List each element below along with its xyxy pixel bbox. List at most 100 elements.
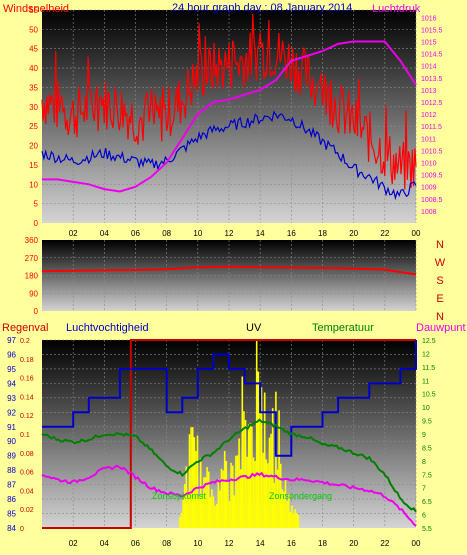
- sunrise-annotation: Zonsopkomst: [152, 491, 207, 501]
- uv-label: UV: [246, 322, 262, 334]
- wind-direction-ticks: 0 90 180 270 360: [25, 236, 39, 316]
- uv-bar: [191, 427, 194, 528]
- y-tick-label: 360: [25, 236, 39, 245]
- uv-bar: [219, 490, 221, 528]
- temperature-tick-label: 9: [422, 432, 426, 439]
- uv-bar: [233, 495, 236, 528]
- temperature-tick-label: 8.5: [422, 445, 432, 452]
- y-tick-label-right: 1010.5: [421, 148, 443, 155]
- uv-bar: [257, 371, 260, 528]
- rain-tick-label: 0.18: [20, 357, 34, 364]
- y-tick-label-left: 5: [34, 200, 39, 209]
- compass-label: N: [436, 239, 444, 251]
- uv-bar: [211, 489, 213, 528]
- temperature-line: [41, 418, 417, 513]
- uv-bar: [198, 496, 200, 528]
- rain-tick-label: 0.12: [20, 413, 34, 420]
- humidity-line: [42, 340, 417, 457]
- uv-bar: [231, 465, 234, 528]
- sunset-annotation: Zonsondergang: [269, 491, 332, 501]
- humidity-tick-label: 84: [7, 524, 16, 533]
- dewpoint-line: [41, 464, 417, 527]
- y-tick-label-left: 55: [29, 6, 38, 15]
- y-tick-label: 180: [25, 272, 39, 281]
- uv-bar: [235, 455, 237, 528]
- gust-line: [41, 13, 417, 190]
- uv-bar: [251, 426, 253, 528]
- y-tick-label-left: 20: [29, 142, 38, 151]
- uv-bar: [185, 466, 188, 528]
- y-tick-label-right: 1009.5: [421, 173, 443, 180]
- uv-bar: [246, 456, 248, 528]
- uv-bar: [203, 477, 205, 528]
- compass-label: S: [436, 275, 443, 287]
- x-tick-label: 14: [256, 229, 265, 238]
- y-tick-label: 90: [29, 289, 38, 298]
- wind-direction-series: [41, 265, 417, 276]
- uv-bar: [295, 513, 298, 528]
- x-tick-label: 08: [162, 229, 171, 238]
- humidity-tick-label: 85: [7, 510, 16, 519]
- x-tick-label: 06: [131, 539, 140, 548]
- uv-bar: [190, 427, 192, 528]
- uv-bar: [214, 506, 216, 528]
- y-tick-label-right: 1009: [421, 185, 437, 192]
- x-tick-label: 02: [69, 539, 78, 548]
- uv-bar: [270, 433, 272, 528]
- temperature-tick-label: 6.5: [422, 499, 432, 506]
- chart-title: 24 hour graph day : 08 January 2014: [172, 2, 352, 14]
- uv-bar: [275, 391, 277, 528]
- humidity-tick-label: 94: [7, 379, 16, 388]
- uv-bar: [265, 459, 268, 528]
- uv-bar: [206, 467, 208, 528]
- humidity-tick-label: 96: [7, 350, 16, 359]
- uv-bar: [209, 497, 212, 528]
- rain-tick-label: 0.1: [20, 432, 30, 439]
- dewpoint-label: Dauwpunt: [416, 322, 466, 334]
- temperature-tick-label: 7.5: [422, 472, 432, 479]
- uv-bar: [297, 514, 300, 528]
- uv-bar: [286, 500, 288, 528]
- humidity-tick-label: 88: [7, 466, 16, 475]
- x-tick-label: 22: [380, 229, 389, 238]
- uv-bar: [201, 496, 204, 528]
- x-tick-label: 18: [318, 539, 327, 548]
- x-tick-label: 20: [349, 229, 358, 238]
- humidity-tick-label: 97: [7, 336, 16, 345]
- uv-bar: [247, 424, 250, 528]
- temperature-tick-label: 5.5: [422, 526, 432, 533]
- temperature-tick-label: 12: [422, 351, 430, 358]
- climate-grid: [42, 339, 417, 528]
- humidity-tick-label: 89: [7, 452, 16, 461]
- uv-bar: [287, 494, 290, 528]
- uv-bar: [262, 452, 264, 528]
- uv-bar: [267, 463, 269, 528]
- pressure-line: [42, 40, 417, 193]
- uv-bar: [260, 387, 263, 528]
- uv-bar: [193, 437, 196, 528]
- temperature-tick-label: 6: [422, 513, 426, 520]
- uv-bar: [241, 376, 244, 528]
- humidity-tick-label: 90: [7, 437, 16, 446]
- wind-direction-plot-area: [42, 240, 416, 311]
- y-tick-label-left: 30: [29, 103, 38, 112]
- x-tick-label: 06: [131, 229, 140, 238]
- uv-bar: [180, 513, 183, 528]
- rain-tick-label: 0: [20, 526, 24, 533]
- x-tick-label: 08: [162, 539, 171, 548]
- wind-pressure-series: [41, 13, 417, 201]
- humidity-tick-label: 93: [7, 394, 16, 403]
- x-tick-label: 22: [380, 539, 389, 548]
- uv-bar: [204, 477, 207, 528]
- uv-bar: [199, 458, 202, 528]
- uv-bar: [284, 480, 287, 528]
- humidity-tick-label: 91: [7, 423, 16, 432]
- x-tick-label: 18: [318, 229, 327, 238]
- uv-bar: [220, 468, 223, 528]
- y-tick-label-right: 1015: [421, 39, 437, 46]
- uv-bar: [215, 504, 218, 528]
- uv-bar: [239, 469, 242, 528]
- uv-bar: [278, 410, 280, 528]
- uv-bar: [222, 470, 224, 528]
